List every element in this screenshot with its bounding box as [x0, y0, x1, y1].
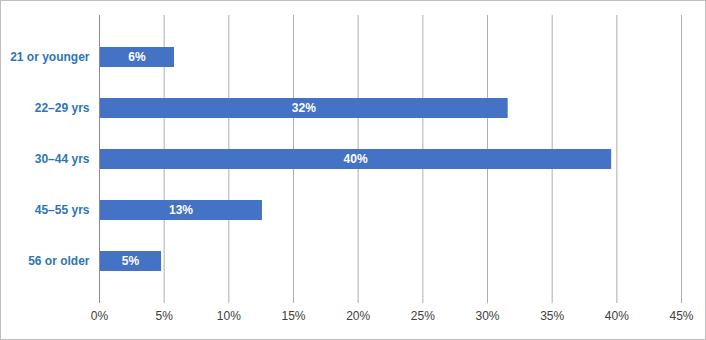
svg-text:45–55 yrs: 45–55 yrs [35, 203, 90, 217]
svg-text:45%: 45% [669, 309, 693, 323]
svg-text:40%: 40% [344, 152, 368, 166]
svg-text:5%: 5% [122, 254, 140, 268]
svg-text:5%: 5% [155, 309, 173, 323]
svg-text:20%: 20% [346, 309, 370, 323]
svg-text:56 or older: 56 or older [28, 254, 90, 268]
svg-text:21 or younger: 21 or younger [10, 50, 90, 64]
svg-text:6%: 6% [128, 50, 146, 64]
svg-text:40%: 40% [605, 309, 629, 323]
svg-text:10%: 10% [217, 309, 241, 323]
svg-text:32%: 32% [292, 101, 316, 115]
svg-text:35%: 35% [540, 309, 564, 323]
svg-text:13%: 13% [169, 203, 193, 217]
svg-text:30%: 30% [475, 309, 499, 323]
svg-text:22–29 yrs: 22–29 yrs [35, 101, 90, 115]
svg-text:25%: 25% [411, 309, 435, 323]
svg-text:30–44 yrs: 30–44 yrs [35, 152, 90, 166]
svg-text:15%: 15% [281, 309, 305, 323]
svg-text:0%: 0% [91, 309, 109, 323]
